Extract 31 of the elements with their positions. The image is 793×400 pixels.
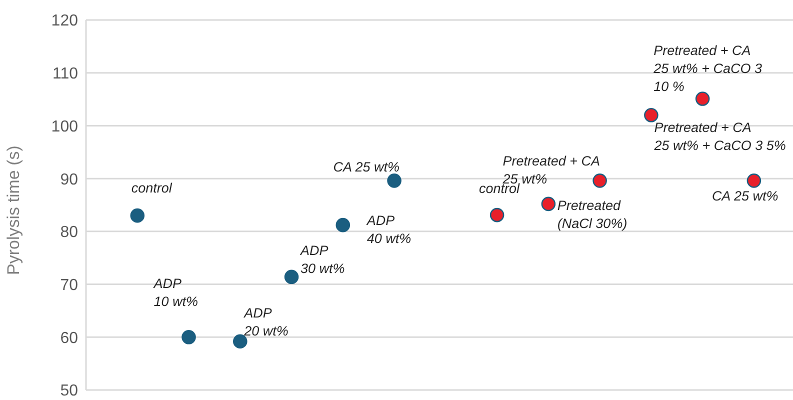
data-label: CA 25 wt% xyxy=(712,188,778,204)
point xyxy=(182,330,196,344)
data-label: ADP 10 wt% xyxy=(152,276,198,310)
data-label: control xyxy=(131,180,173,196)
point xyxy=(592,174,607,188)
data-label: CA 25 wt% xyxy=(333,160,400,175)
data-label: Pretreated + CA 25 wt% + CaCO 3 10 % xyxy=(652,42,762,94)
data-label: ADP 20 wt% xyxy=(243,305,288,338)
y-tick-label: 60 xyxy=(60,330,78,347)
point xyxy=(695,92,710,106)
y-tick-label: 110 xyxy=(52,66,78,83)
point xyxy=(644,108,658,122)
point xyxy=(284,270,299,284)
data-label: Pretreated (NaCl 30%) xyxy=(557,198,628,231)
y-tick-label: 90 xyxy=(60,171,78,188)
y-tick-label: 80 xyxy=(60,224,78,242)
data-label: Pretreated + CA 25 wt% + CaCO 3 5% xyxy=(653,120,786,154)
point xyxy=(541,196,556,212)
y-tick-label: 100 xyxy=(51,118,78,136)
point xyxy=(336,218,350,232)
y-tick-label: 120 xyxy=(51,12,78,30)
point xyxy=(387,174,402,188)
y-axis-title: Pyrolysis time (s) xyxy=(4,146,24,275)
data-label: ADP 40 wt% xyxy=(366,213,412,246)
point xyxy=(746,174,762,188)
y-tick-label: 50 xyxy=(60,382,78,400)
y-tick-label: 70 xyxy=(60,276,78,294)
data-label: ADP 30 wt% xyxy=(300,242,345,276)
point xyxy=(490,208,504,222)
point xyxy=(130,208,145,223)
point xyxy=(232,334,248,349)
